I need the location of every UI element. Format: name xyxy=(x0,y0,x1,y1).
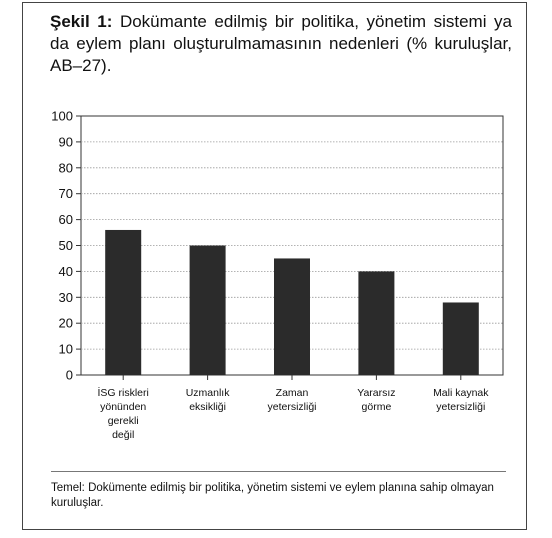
bar xyxy=(189,245,226,375)
x-category-label: yönünden xyxy=(100,401,146,413)
y-tick-label: 100 xyxy=(51,109,73,124)
y-tick-label: 30 xyxy=(59,290,73,305)
y-tick-label: 80 xyxy=(59,160,73,175)
figure-title-prefix: Şekil 1: xyxy=(50,12,113,31)
y-tick-label: 60 xyxy=(59,212,73,227)
bar-chart-svg: 0 10 20 30 40 50 60 70 80 90 100 İSG riskleri yönünd… xyxy=(51,109,504,441)
bar xyxy=(105,229,142,375)
bar xyxy=(358,271,395,375)
x-category-label: Uzmanlık xyxy=(186,387,231,399)
x-category-label: gerekli xyxy=(108,415,139,427)
x-category-label: değil xyxy=(112,429,134,441)
x-category-label: yetersizliği xyxy=(436,401,485,413)
y-tick-label: 40 xyxy=(59,264,73,279)
y-tick-label: 0 xyxy=(66,368,73,383)
figure-title: Şekil 1: Dokümante edilmiş bir politika,… xyxy=(50,11,512,77)
figure-divider xyxy=(51,471,506,472)
figure-frame: Şekil 1: Dokümante edilmiş bir politika,… xyxy=(22,2,527,530)
x-category-label: Yararsız xyxy=(357,387,395,399)
x-category-label: Mali kaynak xyxy=(433,387,489,399)
y-tick-label: 20 xyxy=(59,316,73,331)
y-tick-label: 90 xyxy=(59,134,73,149)
x-category-label: Zaman xyxy=(276,387,309,399)
figure-title-text: Dokümante edilmiş bir politika, yönetim … xyxy=(50,12,512,75)
figure-note: Temel: Dokümente edilmiş bir politika, y… xyxy=(51,482,494,509)
bar-chart: 0 10 20 30 40 50 60 70 80 90 100 İSG riskleri yönünd… xyxy=(23,3,528,531)
x-category-label: yetersizliği xyxy=(267,401,316,413)
x-category-label: İSG riskleri xyxy=(98,386,149,399)
bar xyxy=(274,258,310,375)
y-tick-label: 10 xyxy=(59,342,73,357)
y-tick-label: 50 xyxy=(59,238,73,253)
x-category-label: eksikliği xyxy=(189,401,226,413)
y-tick-label: 70 xyxy=(59,186,73,201)
x-category-label: görme xyxy=(362,401,392,413)
bar xyxy=(442,302,479,375)
